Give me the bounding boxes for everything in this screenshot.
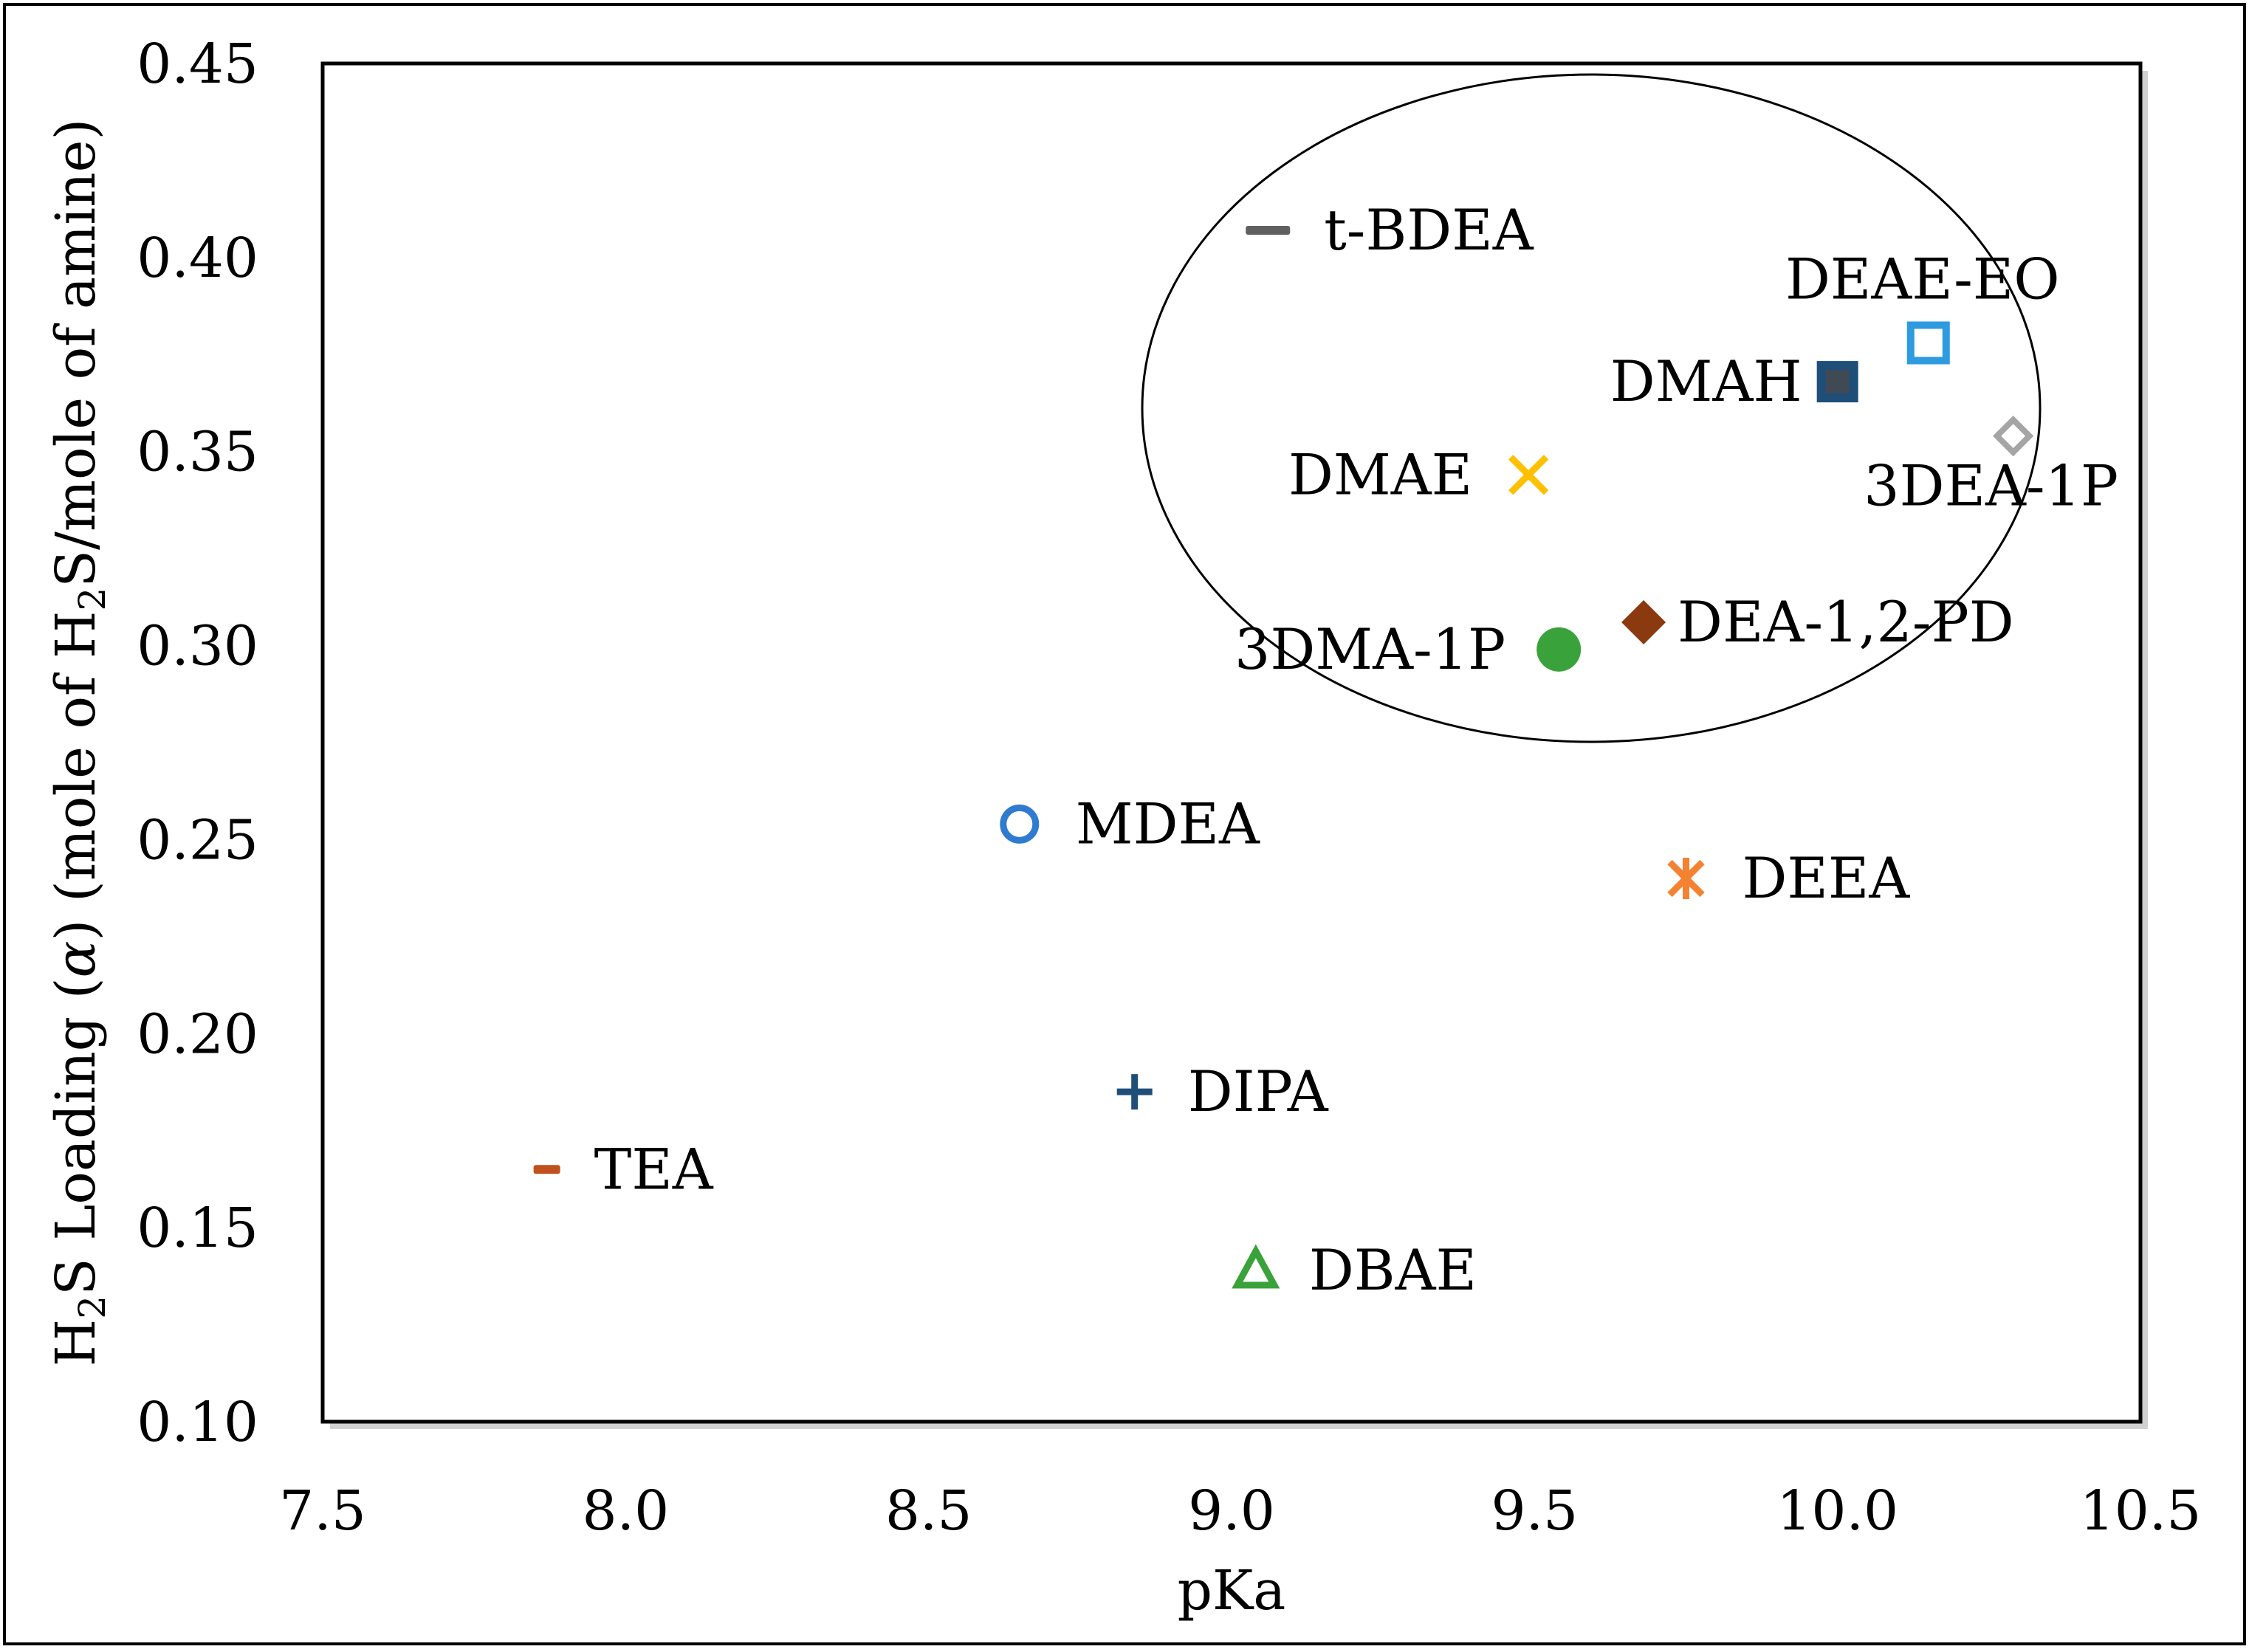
point-dipa	[1116, 1074, 1153, 1110]
y-axis-title: H2S Loading (α) (mole of H2S/mole of ami…	[44, 119, 114, 1367]
point-label: DMAE	[1288, 441, 1472, 507]
plot-area	[320, 61, 2143, 1424]
y-title-part: S/mole of amine)	[44, 119, 108, 588]
y-tick-label: 0.20	[137, 1002, 258, 1066]
y-title-alpha: α	[44, 941, 108, 978]
point-dbae	[1232, 1244, 1280, 1289]
point-label: MDEA	[1076, 791, 1260, 856]
x-tick-label: 8.5	[885, 1479, 972, 1543]
x-tick-label: 9.0	[1188, 1479, 1275, 1543]
point-label: DEEA	[1742, 845, 1911, 911]
point-label: DMAH	[1610, 348, 1802, 414]
point-3dma-1p	[1536, 627, 1582, 672]
point-label: DIPA	[1188, 1059, 1329, 1124]
x-axis-title: pKa	[1178, 1559, 1286, 1622]
y-title-part: ) (mole of H	[44, 611, 108, 941]
x-tick-label: 8.0	[582, 1479, 669, 1543]
y-tick-label: 0.15	[137, 1197, 258, 1260]
point-dmae	[1508, 455, 1549, 495]
point-dea-1-2-pd	[1621, 600, 1666, 645]
y-title-part: H	[44, 1319, 108, 1367]
group-ellipse	[1141, 73, 2042, 743]
y-title-subscript: 2	[71, 1295, 114, 1319]
y-tick-label: 0.45	[137, 32, 258, 96]
point-mdea	[1000, 804, 1040, 844]
data-points	[533, 226, 2034, 1289]
point-deae-eo	[1906, 321, 1950, 365]
point-deea	[1667, 858, 1705, 899]
x-tick-labels: 7.5 8.0 8.5 9.0 9.5 10.0 10.5	[279, 1479, 2201, 1543]
point-label: 3DMA-1P	[1235, 616, 1505, 682]
point-tea	[533, 1165, 560, 1174]
data-labels: t-BDEA DEAE-EO DMAH 3DEA-1P DMAE DEA-1,2-PD 3D…	[594, 197, 2118, 1303]
point-label: t-BDEA	[1324, 197, 1534, 263]
point-t-bdea	[1246, 226, 1291, 235]
y-title-subscript: 2	[71, 588, 114, 611]
point-label: 3DEA-1P	[1864, 453, 2118, 519]
point-label: DBAE	[1309, 1237, 1477, 1303]
y-tick-label: 0.10	[137, 1391, 258, 1454]
y-title-part: S Loading (	[44, 977, 108, 1295]
y-tick-labels: 0.10 0.15 0.20 0.25 0.30 0.35 0.40 0.45	[137, 32, 258, 1454]
x-tick-label: 7.5	[279, 1479, 366, 1543]
y-tick-label: 0.35	[137, 421, 258, 484]
y-tick-label: 0.40	[137, 227, 258, 290]
point-dmah	[1816, 361, 1858, 403]
y-tick-label: 0.25	[137, 808, 258, 872]
point-label: DEA-1,2-PD	[1678, 589, 2014, 655]
point-label: TEA	[594, 1136, 714, 1202]
x-tick-label: 10.0	[1776, 1479, 1898, 1543]
y-tick-label: 0.30	[137, 615, 258, 678]
point-label: DEAE-EO	[1785, 247, 2060, 312]
x-tick-label: 9.5	[1491, 1479, 1578, 1543]
point-3dea-1p	[1993, 416, 2034, 457]
x-tick-label: 10.5	[2080, 1479, 2202, 1543]
